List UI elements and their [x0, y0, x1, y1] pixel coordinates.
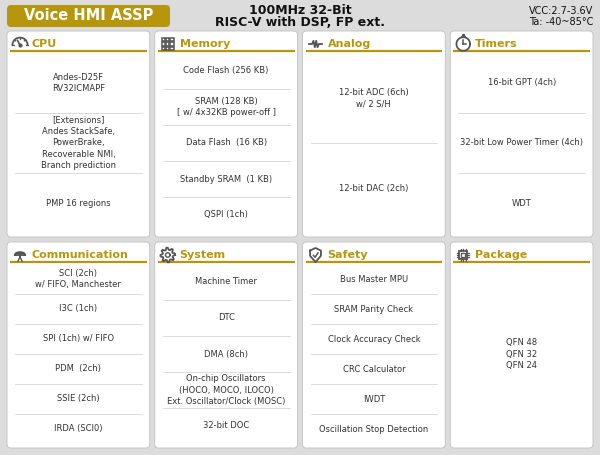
- Text: PDM  (2ch): PDM (2ch): [55, 364, 101, 374]
- Text: System: System: [180, 250, 226, 260]
- FancyBboxPatch shape: [7, 242, 150, 448]
- Text: SPI (1ch) w/ FIFO: SPI (1ch) w/ FIFO: [43, 334, 114, 344]
- Text: 16-bit GPT (4ch): 16-bit GPT (4ch): [487, 79, 556, 87]
- FancyBboxPatch shape: [155, 31, 298, 237]
- Text: DTC: DTC: [218, 313, 235, 323]
- Text: Communication: Communication: [32, 250, 129, 260]
- Text: SSIE (2ch): SSIE (2ch): [57, 394, 100, 404]
- Text: QSPI (1ch): QSPI (1ch): [204, 211, 248, 219]
- Text: DMA (8ch): DMA (8ch): [204, 349, 248, 359]
- Text: Andes-D25F
RV32ICMAPF: Andes-D25F RV32ICMAPF: [52, 73, 105, 93]
- Text: Memory: Memory: [180, 39, 230, 49]
- Text: Ta: -40~85°C: Ta: -40~85°C: [529, 17, 593, 27]
- Text: Oscillation Stop Detection: Oscillation Stop Detection: [319, 425, 428, 434]
- Bar: [170, 47, 173, 50]
- Text: CRC Calculator: CRC Calculator: [343, 364, 405, 374]
- FancyBboxPatch shape: [450, 31, 593, 237]
- Text: Analog: Analog: [328, 39, 371, 49]
- Text: CPU: CPU: [32, 39, 57, 49]
- Text: 32-bit Low Power Timer (4ch): 32-bit Low Power Timer (4ch): [460, 138, 583, 147]
- Text: Standby SRAM  (1 KB): Standby SRAM (1 KB): [180, 175, 272, 183]
- Text: IWDT: IWDT: [363, 394, 385, 404]
- FancyBboxPatch shape: [155, 242, 298, 448]
- Text: IRDA (SCI0): IRDA (SCI0): [54, 425, 103, 434]
- Text: PMP 16 regions: PMP 16 regions: [46, 198, 110, 207]
- Text: Voice HMI ASSP: Voice HMI ASSP: [24, 9, 153, 24]
- Text: 12-bit ADC (6ch)
w/ 2 S/H: 12-bit ADC (6ch) w/ 2 S/H: [339, 88, 409, 108]
- Bar: [166, 38, 169, 41]
- Text: SCI (2ch)
w/ FIFO, Manchester: SCI (2ch) w/ FIFO, Manchester: [35, 269, 121, 289]
- Bar: [170, 38, 173, 41]
- Text: Machine Timer: Machine Timer: [195, 278, 257, 287]
- Text: On-chip Oscillators
(HOCO, MOCO, ILOCO)
Ext. Oscillator/Clock (MOSC): On-chip Oscillators (HOCO, MOCO, ILOCO) …: [167, 374, 286, 406]
- Bar: [166, 42, 169, 46]
- Text: Clock Accuracy Check: Clock Accuracy Check: [328, 334, 420, 344]
- Text: Timers: Timers: [475, 39, 518, 49]
- Bar: [166, 47, 169, 50]
- Text: 100MHz 32-Bit: 100MHz 32-Bit: [248, 5, 352, 17]
- Text: Data Flash  (16 KB): Data Flash (16 KB): [185, 138, 266, 147]
- Text: WDT: WDT: [512, 198, 532, 207]
- Text: SRAM Parity Check: SRAM Parity Check: [334, 304, 413, 313]
- Text: I3C (1ch): I3C (1ch): [59, 304, 97, 313]
- FancyBboxPatch shape: [450, 242, 593, 448]
- Text: SRAM (128 KB)
[ w/ 4x32KB power-off ]: SRAM (128 KB) [ w/ 4x32KB power-off ]: [176, 97, 275, 117]
- Text: QFN 48
QFN 32
QFN 24: QFN 48 QFN 32 QFN 24: [506, 338, 537, 370]
- Bar: [459, 251, 467, 259]
- Bar: [162, 38, 165, 41]
- FancyBboxPatch shape: [7, 31, 150, 237]
- Text: Code Flash (256 KB): Code Flash (256 KB): [184, 66, 269, 76]
- Bar: [170, 42, 173, 46]
- FancyBboxPatch shape: [302, 31, 445, 237]
- Text: Safety: Safety: [328, 250, 368, 260]
- Text: Bus Master MPU: Bus Master MPU: [340, 274, 408, 283]
- Text: RISC-V with DSP, FP ext.: RISC-V with DSP, FP ext.: [215, 15, 385, 29]
- Text: VCC:2.7-3.6V: VCC:2.7-3.6V: [529, 6, 593, 16]
- Text: [Extensions]
Andes StackSafe,
PowerBrake,
Recoverable NMI,
Branch prediction: [Extensions] Andes StackSafe, PowerBrake…: [41, 116, 116, 171]
- Bar: [162, 47, 165, 50]
- FancyBboxPatch shape: [7, 5, 170, 27]
- Text: 12-bit DAC (2ch): 12-bit DAC (2ch): [339, 183, 409, 192]
- FancyBboxPatch shape: [302, 242, 445, 448]
- Bar: [162, 42, 165, 46]
- Text: Package: Package: [475, 250, 527, 260]
- Bar: [461, 253, 466, 257]
- Text: 32-bit DOC: 32-bit DOC: [203, 421, 249, 430]
